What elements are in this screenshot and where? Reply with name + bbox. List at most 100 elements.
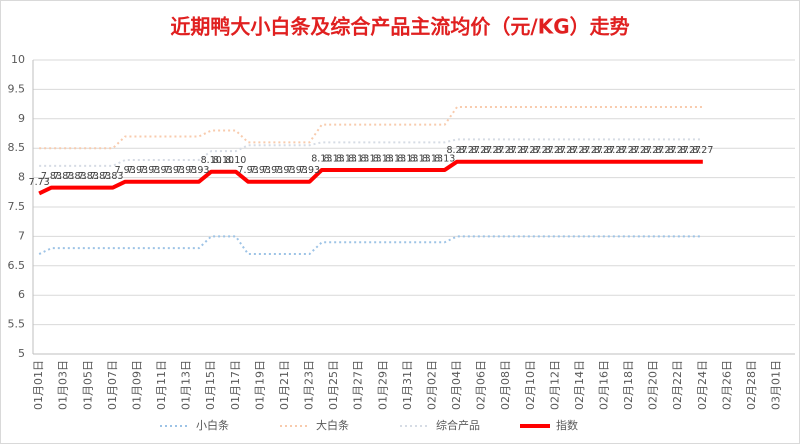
y-tick-label: 6 xyxy=(18,288,25,301)
data-label: 7.93 xyxy=(262,165,283,176)
data-label: 8.13 xyxy=(348,153,369,164)
data-label: 8.27 xyxy=(692,145,713,156)
data-label: 8.27 xyxy=(471,145,492,156)
data-label: 7.73 xyxy=(29,177,50,188)
data-label: 8.13 xyxy=(324,153,345,164)
data-label: 8.27 xyxy=(606,145,627,156)
data-label: 7.93 xyxy=(188,165,209,176)
y-tick-label: 9.5 xyxy=(8,82,26,95)
x-tick-label: 02月12日 xyxy=(548,360,561,410)
data-label: 8.27 xyxy=(459,145,480,156)
data-label: 8.10 xyxy=(225,155,246,166)
data-label: 8.27 xyxy=(582,145,603,156)
x-tick-label: 01月03日 xyxy=(57,360,70,410)
data-label: 8.27 xyxy=(631,145,652,156)
data-label: 8.27 xyxy=(532,145,553,156)
data-label: 7.93 xyxy=(127,165,148,176)
data-label: 8.13 xyxy=(422,153,443,164)
data-label: 8.27 xyxy=(520,145,541,156)
x-tick-label: 02月22日 xyxy=(671,360,684,410)
x-tick-label: 01月23日 xyxy=(303,360,316,410)
x-tick-label: 01月13日 xyxy=(180,360,193,410)
data-label: 8.13 xyxy=(336,153,357,164)
x-tick-label: 01月25日 xyxy=(327,360,340,410)
data-label: 7.83 xyxy=(78,171,99,182)
x-tick-label: 01月29日 xyxy=(376,360,389,410)
x-tick-label: 02月28日 xyxy=(745,360,758,410)
data-label: 8.27 xyxy=(643,145,664,156)
data-label: 7.93 xyxy=(238,165,259,176)
x-tick-label: 01月11日 xyxy=(155,360,168,410)
x-tick-label: 02月08日 xyxy=(499,360,512,410)
y-tick-label: 10 xyxy=(11,53,25,66)
y-tick-label: 7.5 xyxy=(8,200,26,213)
data-label: 7.83 xyxy=(102,171,123,182)
data-label: 7.83 xyxy=(65,171,86,182)
x-tick-label: 02月10日 xyxy=(524,360,537,410)
data-label: 8.27 xyxy=(619,145,640,156)
data-label: 7.83 xyxy=(53,171,74,182)
x-tick-label: 03月01日 xyxy=(770,360,783,410)
data-label: 7.83 xyxy=(90,171,111,182)
data-label: 7.93 xyxy=(151,165,172,176)
x-tick-label: 01月17日 xyxy=(229,360,242,410)
data-label: 8.27 xyxy=(446,145,467,156)
legend-label: 指数 xyxy=(556,418,578,432)
x-tick-label: 02月06日 xyxy=(475,360,488,410)
x-tick-label: 01月07日 xyxy=(106,360,119,410)
x-tick-label: 02月20日 xyxy=(647,360,660,410)
data-label: 8.13 xyxy=(397,153,418,164)
x-tick-label: 02月04日 xyxy=(450,360,463,410)
legend-label: 小白条 xyxy=(196,418,229,432)
data-label: 7.93 xyxy=(287,165,308,176)
x-tick-label: 01月19日 xyxy=(253,360,266,410)
data-label: 8.27 xyxy=(680,145,701,156)
data-label: 8.13 xyxy=(360,153,381,164)
series-line xyxy=(39,138,703,167)
data-label: 8.13 xyxy=(434,153,455,164)
x-tick-label: 02月02日 xyxy=(425,360,438,410)
x-tick-label: 02月14日 xyxy=(573,360,586,410)
x-tick-label: 01月31日 xyxy=(401,360,414,410)
data-label: 8.27 xyxy=(594,145,615,156)
y-tick-label: 5.5 xyxy=(8,318,26,331)
series-line xyxy=(38,159,703,196)
x-tick-label: 02月16日 xyxy=(598,360,611,410)
x-tick-label: 02月24日 xyxy=(696,360,709,410)
data-label: 8.27 xyxy=(483,145,504,156)
data-label: 8.27 xyxy=(557,145,578,156)
y-tick-label: 6.5 xyxy=(8,259,26,272)
x-tick-label: 01月21日 xyxy=(278,360,291,410)
legend-label: 大白条 xyxy=(316,418,349,432)
data-label: 8.27 xyxy=(668,145,689,156)
data-label: 7.93 xyxy=(176,165,197,176)
data-label: 8.27 xyxy=(496,145,517,156)
data-label: 8.13 xyxy=(311,153,332,164)
data-label: 7.93 xyxy=(115,165,136,176)
x-tick-label: 02月26日 xyxy=(720,360,733,410)
data-label: 7.93 xyxy=(299,165,320,176)
y-tick-label: 9 xyxy=(18,112,25,125)
y-tick-label: 7 xyxy=(18,229,25,242)
data-label: 8.13 xyxy=(410,153,431,164)
data-label: 8.27 xyxy=(545,145,566,156)
data-label: 8.27 xyxy=(569,145,590,156)
x-tick-label: 01月01日 xyxy=(32,360,45,410)
x-tick-label: 02月18日 xyxy=(622,360,635,410)
legend-label: 综合产品 xyxy=(436,418,480,432)
series-line xyxy=(38,235,703,256)
x-tick-label: 01月27日 xyxy=(352,360,365,410)
data-label: 7.93 xyxy=(139,165,160,176)
data-label: 8.27 xyxy=(508,145,529,156)
y-tick-label: 8.5 xyxy=(8,141,26,154)
data-label: 7.93 xyxy=(250,165,271,176)
chart-title: 近期鸭大小白条及综合产品主流均价（元/KG）走势 xyxy=(170,15,629,39)
x-tick-label: 01月15日 xyxy=(204,360,217,410)
y-tick-label: 8 xyxy=(18,171,25,184)
x-tick-label: 01月09日 xyxy=(130,360,143,410)
data-label: 8.10 xyxy=(213,155,234,166)
series-line xyxy=(39,106,703,150)
